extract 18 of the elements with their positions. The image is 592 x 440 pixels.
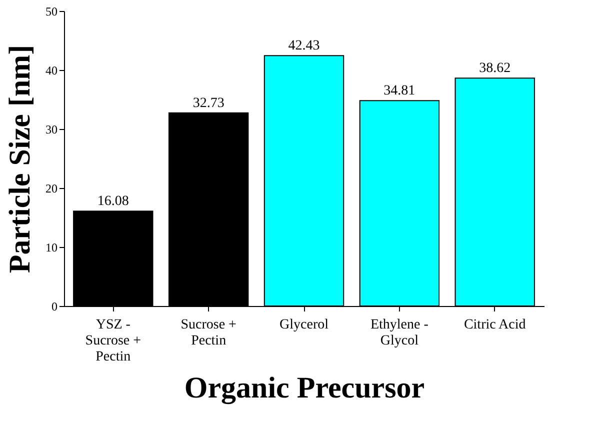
y-tick-label: 0: [52, 300, 58, 314]
x-tick-label: YSZ - Sucrose + Pectin: [85, 318, 142, 364]
data-label: 34.81: [384, 84, 416, 99]
x-axis-title: Organic Precursor: [184, 372, 425, 404]
y-tick-label: 30: [46, 122, 58, 136]
data-label: 38.62: [479, 61, 511, 76]
y-tick-label: 40: [46, 64, 58, 78]
x-tick-label: Citric Acid: [464, 318, 526, 332]
y-axis-title: Particle Size [nm]: [4, 44, 36, 274]
y-tick-label: 20: [46, 182, 58, 196]
x-tick-label: Ethylene - Glycol: [370, 318, 429, 348]
x-tick-label: Glycerol: [280, 318, 329, 332]
y-tick-label: 10: [46, 240, 58, 254]
x-tick-label: Sucrose + Pectin: [180, 318, 237, 348]
data-label: 42.43: [288, 38, 320, 54]
data-label: 16.08: [97, 194, 129, 210]
y-tick-label: 50: [46, 4, 58, 18]
data-label: 32.73: [192, 96, 224, 111]
